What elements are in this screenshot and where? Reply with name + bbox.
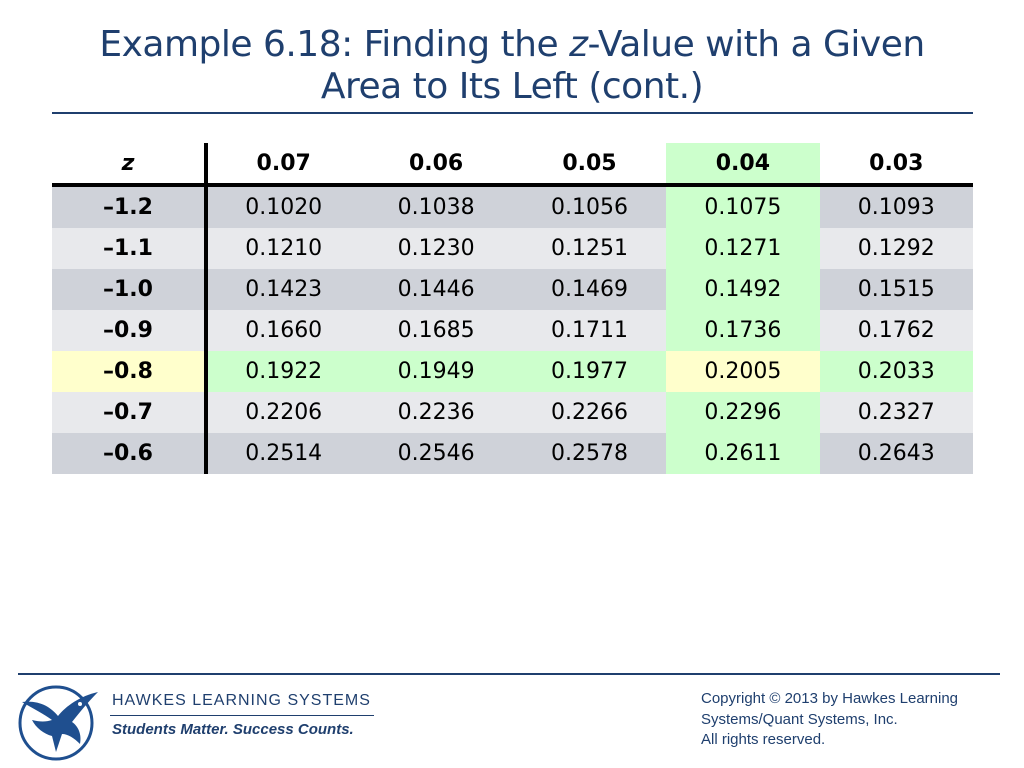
z-table-cell: 0.2206 (206, 392, 360, 433)
brand-divider (110, 715, 374, 716)
z-table-cell: 0.1711 (512, 310, 667, 351)
brand-name: HAWKES LEARNING SYSTEMS (112, 692, 371, 709)
z-table-header-col: 0.06 (359, 143, 513, 187)
z-table-header-col: 0.07 (206, 143, 360, 187)
z-table-cell: 0.2236 (359, 392, 513, 433)
z-table-cell: 0.1093 (819, 185, 973, 228)
z-table-row-header: –0.7 (52, 392, 208, 433)
z-table-cell: 0.2033 (819, 351, 973, 392)
z-table-cell: 0.2005 (666, 351, 820, 392)
hawk-logo-icon (18, 685, 98, 761)
z-table-cell: 0.1977 (512, 351, 667, 392)
z-table-cell: 0.1210 (206, 228, 360, 269)
copyright-line: Systems/Quant Systems, Inc. (701, 710, 898, 728)
z-table-row-header: –1.0 (52, 269, 208, 310)
title-divider (52, 112, 973, 114)
z-table-cell: 0.1762 (819, 310, 973, 351)
z-table-cell: 0.1423 (206, 269, 360, 310)
z-table-cell: 0.1056 (512, 185, 667, 228)
copyright-notice: Copyright © 2013 by Hawkes Learning Syst… (701, 689, 1011, 751)
z-table-cell: 0.1251 (512, 228, 667, 269)
title-z-italic: z (569, 24, 588, 65)
z-table-row-header: –1.2 (52, 185, 208, 228)
z-table-header-col: 0.05 (512, 143, 667, 187)
z-table-cell: 0.2327 (819, 392, 973, 433)
z-table-cell: 0.1230 (359, 228, 513, 269)
copyright-line: Copyright © 2013 by Hawkes Learning (701, 690, 959, 707)
title-line-1: Example 6.18: Finding the z-Value with a… (0, 24, 1024, 66)
z-table-cell: 0.1446 (359, 269, 513, 310)
z-table-row: –0.8 0.1922 0.1949 0.1977 0.2005 0.2033 (52, 351, 973, 392)
z-table-row-header: –0.8 (52, 351, 208, 392)
z-table: z 0.07 0.06 0.05 0.04 0.03 –1.2 0.1020 0.1… (52, 143, 973, 474)
z-table-row: –1.0 0.1423 0.1446 0.1469 0.1492 0.1515 (52, 269, 973, 310)
z-table-cell: 0.2546 (359, 433, 513, 474)
z-table-row: –1.1 0.1210 0.1230 0.1251 0.1271 0.1292 (52, 228, 973, 269)
z-table-header-col: 0.03 (819, 143, 973, 187)
z-table-row-header: –1.1 (52, 228, 208, 269)
z-table-row-header: –0.9 (52, 310, 208, 351)
z-table-cell: 0.1038 (359, 185, 513, 228)
title-line-2: Area to Its Left (cont.) (320, 66, 704, 107)
z-table-header-col-highlighted: 0.04 (666, 143, 820, 187)
z-table-cell: 0.2643 (819, 433, 973, 474)
z-table-row-header: –0.6 (52, 433, 208, 474)
z-table-cell: 0.1292 (819, 228, 973, 269)
z-table-cell: 0.1469 (512, 269, 667, 310)
z-table-cell: 0.1020 (206, 185, 360, 228)
z-table-row: –0.9 0.1660 0.1685 0.1711 0.1736 0.1762 (52, 310, 973, 351)
footer-divider (18, 673, 1000, 675)
z-table-cell: 0.2578 (512, 433, 667, 474)
z-table-cell: 0.1660 (206, 310, 360, 351)
z-table-cell: 0.1922 (206, 351, 360, 392)
z-table-cell: 0.2266 (512, 392, 667, 433)
z-table-cell: 0.2296 (666, 392, 820, 433)
z-table-row: –0.7 0.2206 0.2236 0.2266 0.2296 0.2327 (52, 392, 973, 433)
z-table-cell: 0.1075 (666, 185, 820, 228)
z-table-row: –0.6 0.2514 0.2546 0.2578 0.2611 0.2643 (52, 433, 973, 474)
z-table-cell: 0.1515 (819, 269, 973, 310)
z-table-cell: 0.1736 (666, 310, 820, 351)
z-table-header-row: z 0.07 0.06 0.05 0.04 0.03 (52, 143, 973, 187)
z-table-header-z: z (52, 143, 208, 187)
title-suffix: -Value with a Given (587, 24, 925, 65)
title-prefix: Example 6.18: Finding the (99, 24, 570, 65)
z-table-cell: 0.1492 (666, 269, 820, 310)
z-table-cell: 0.1271 (666, 228, 820, 269)
z-table-cell: 0.2611 (666, 433, 820, 474)
z-table-cell: 0.2514 (206, 433, 360, 474)
copyright-line: All rights reserved. (701, 731, 826, 748)
z-table-row: –1.2 0.1020 0.1038 0.1056 0.1075 0.1093 (52, 185, 973, 228)
slide-title: Example 6.18: Finding the z-Value with a… (0, 24, 1024, 108)
brand-tagline: Students Matter. Success Counts. (112, 721, 354, 738)
z-table-cell: 0.1949 (359, 351, 513, 392)
z-table-cell: 0.1685 (359, 310, 513, 351)
